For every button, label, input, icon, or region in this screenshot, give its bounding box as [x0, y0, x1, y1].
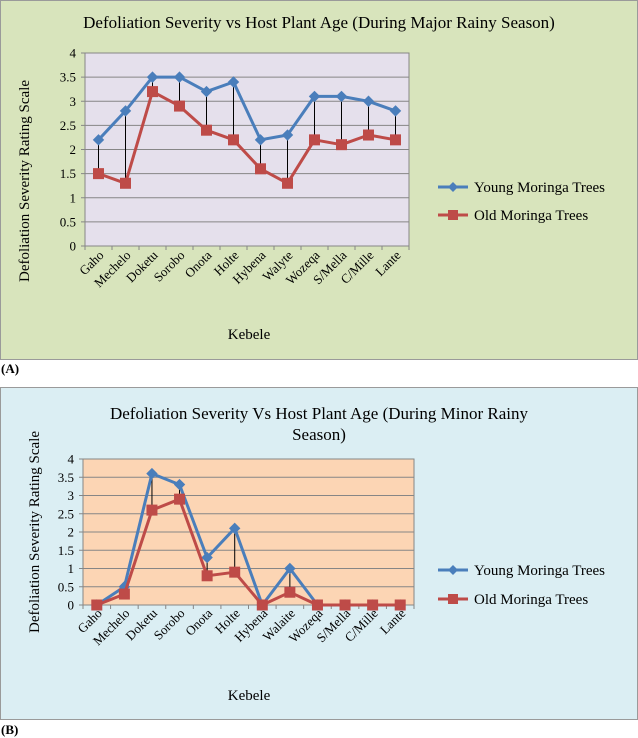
chart-a-young-point: [254, 134, 267, 146]
chart-a-young-point: [281, 129, 294, 141]
chart-b-old-point: [284, 586, 296, 598]
chart-a-young-point: [389, 105, 402, 117]
chart-b-old-point: [146, 504, 158, 516]
chart-a-legend-marker-old: [448, 210, 458, 220]
chart-a-old-point: [93, 168, 104, 180]
chart-a-young-point: [335, 90, 348, 103]
chart-a-old-point: [255, 163, 266, 175]
chart-b-y-tick-label: 2: [68, 525, 75, 540]
chart-b-old-point: [118, 588, 130, 600]
chart-b-old-point: [201, 570, 213, 582]
chart-a-young-point: [173, 71, 186, 83]
chart-a-young-point: [119, 105, 132, 117]
chart-a-old-point: [309, 134, 320, 146]
chart-b-y-tick-label: 4: [68, 452, 75, 467]
chart-b-y-tick-label: 1.5: [58, 543, 74, 558]
chart-a-x-tick-label: Sorobo: [150, 248, 187, 285]
chart-a-young-point: [200, 85, 213, 98]
chart-b-x-axis-label: Kebele: [228, 688, 271, 704]
chart-b-y-tick-label: 0: [68, 598, 75, 613]
chart-b-old-point: [367, 599, 379, 611]
chart-a-title: Defoliation Severity vs Host Plant Age (…: [83, 13, 555, 32]
chart-a-young-point: [92, 134, 105, 146]
chart-b-old-point: [339, 599, 351, 611]
chart-a-x-tick-label: Onota: [182, 247, 215, 280]
panel-label-b: (B): [1, 722, 19, 737]
chart-b-y-tick-label: 2.5: [58, 506, 74, 521]
chart-a-y-tick-label: 3.5: [60, 70, 76, 85]
chart-b-legend-marker-young: [448, 565, 458, 575]
chart-b-title-line: Defoliation Severity Vs Host Plant Age (…: [110, 404, 529, 423]
chart-b-y-tick-label: 3.5: [58, 470, 74, 485]
chart-a-old-point: [120, 177, 131, 189]
chart-b-old-point: [256, 599, 268, 611]
chart-b-title-line: Season): [292, 425, 346, 444]
chart-b-panel: Defoliation Severity Vs Host Plant Age (…: [0, 387, 638, 720]
chart-b-x-tick-label: Sorobo: [150, 606, 187, 643]
chart-a-legend-marker-young: [448, 182, 458, 192]
chart-b-old-point: [311, 599, 323, 611]
chart-a-y-tick-label: 4: [70, 46, 77, 61]
chart-a-y-axis-label: Defoliation Severity Rating Scale: [17, 80, 33, 282]
chart-a-old-point: [201, 124, 212, 136]
chart-b-old-point: [394, 599, 406, 611]
chart-b-young-point: [173, 478, 186, 491]
chart-a-y-tick-label: 1.5: [60, 166, 76, 181]
chart-b-old-point: [91, 599, 103, 611]
chart-b-y-tick-label: 0.5: [58, 579, 74, 594]
chart-a-x-axis-label: Kebele: [228, 327, 271, 343]
chart-a-young-point: [308, 90, 321, 103]
chart-b-young-point: [146, 467, 158, 480]
chart-b-y-tick-label: 3: [68, 488, 75, 503]
chart-b-legend-marker-old: [448, 594, 458, 604]
chart-a-x-tick-label: Lante: [372, 247, 404, 279]
chart-a-young-point: [227, 76, 240, 88]
chart-a-y-tick-label: 0: [70, 239, 77, 254]
chart-a-old-point: [174, 100, 185, 112]
panel-label-a: (A): [1, 361, 20, 376]
chart-a-old-point: [336, 139, 347, 151]
chart-a-old-point: [390, 134, 401, 146]
chart-a-old-point: [363, 129, 374, 141]
chart-a-y-tick-label: 2.5: [60, 118, 76, 133]
chart-a-legend-label: Old Moringa Trees: [474, 208, 588, 224]
chart-a-panel: Defoliation Severity vs Host Plant Age (…: [0, 0, 638, 360]
chart-b-young-point: [229, 522, 241, 535]
chart-a-y-tick-label: 0.5: [60, 214, 76, 229]
chart-b-young-point: [284, 562, 296, 575]
chart-b-old-point: [174, 493, 186, 505]
chart-b-legend-label: Old Moringa Trees: [474, 592, 588, 608]
chart-a-svg: Defoliation Severity vs Host Plant Age (…: [17, 13, 605, 343]
chart-a-old-point: [147, 86, 158, 98]
chart-b-old-point: [229, 566, 241, 578]
chart-a-old-point: [282, 177, 293, 189]
chart-a-young-point: [362, 95, 375, 107]
chart-a-old-point: [228, 134, 239, 146]
chart-a-y-tick-label: 3: [70, 94, 77, 109]
chart-b-legend-label: Young Moringa Trees: [474, 563, 605, 579]
chart-b-svg: Defoliation Severity Vs Host Plant Age (…: [27, 404, 605, 704]
chart-b-x-tick-label: Onota: [182, 605, 215, 638]
chart-b-y-axis-label: Defoliation Severity Rating Scale: [27, 431, 43, 633]
chart-a-legend-label: Young Moringa Trees: [474, 180, 605, 196]
chart-b-young-point: [201, 551, 213, 564]
chart-a-y-tick-label: 2: [70, 142, 77, 157]
chart-a-y-tick-label: 1: [70, 190, 77, 205]
chart-a-young-point: [146, 71, 159, 83]
chart-b-y-tick-label: 1: [68, 561, 75, 576]
